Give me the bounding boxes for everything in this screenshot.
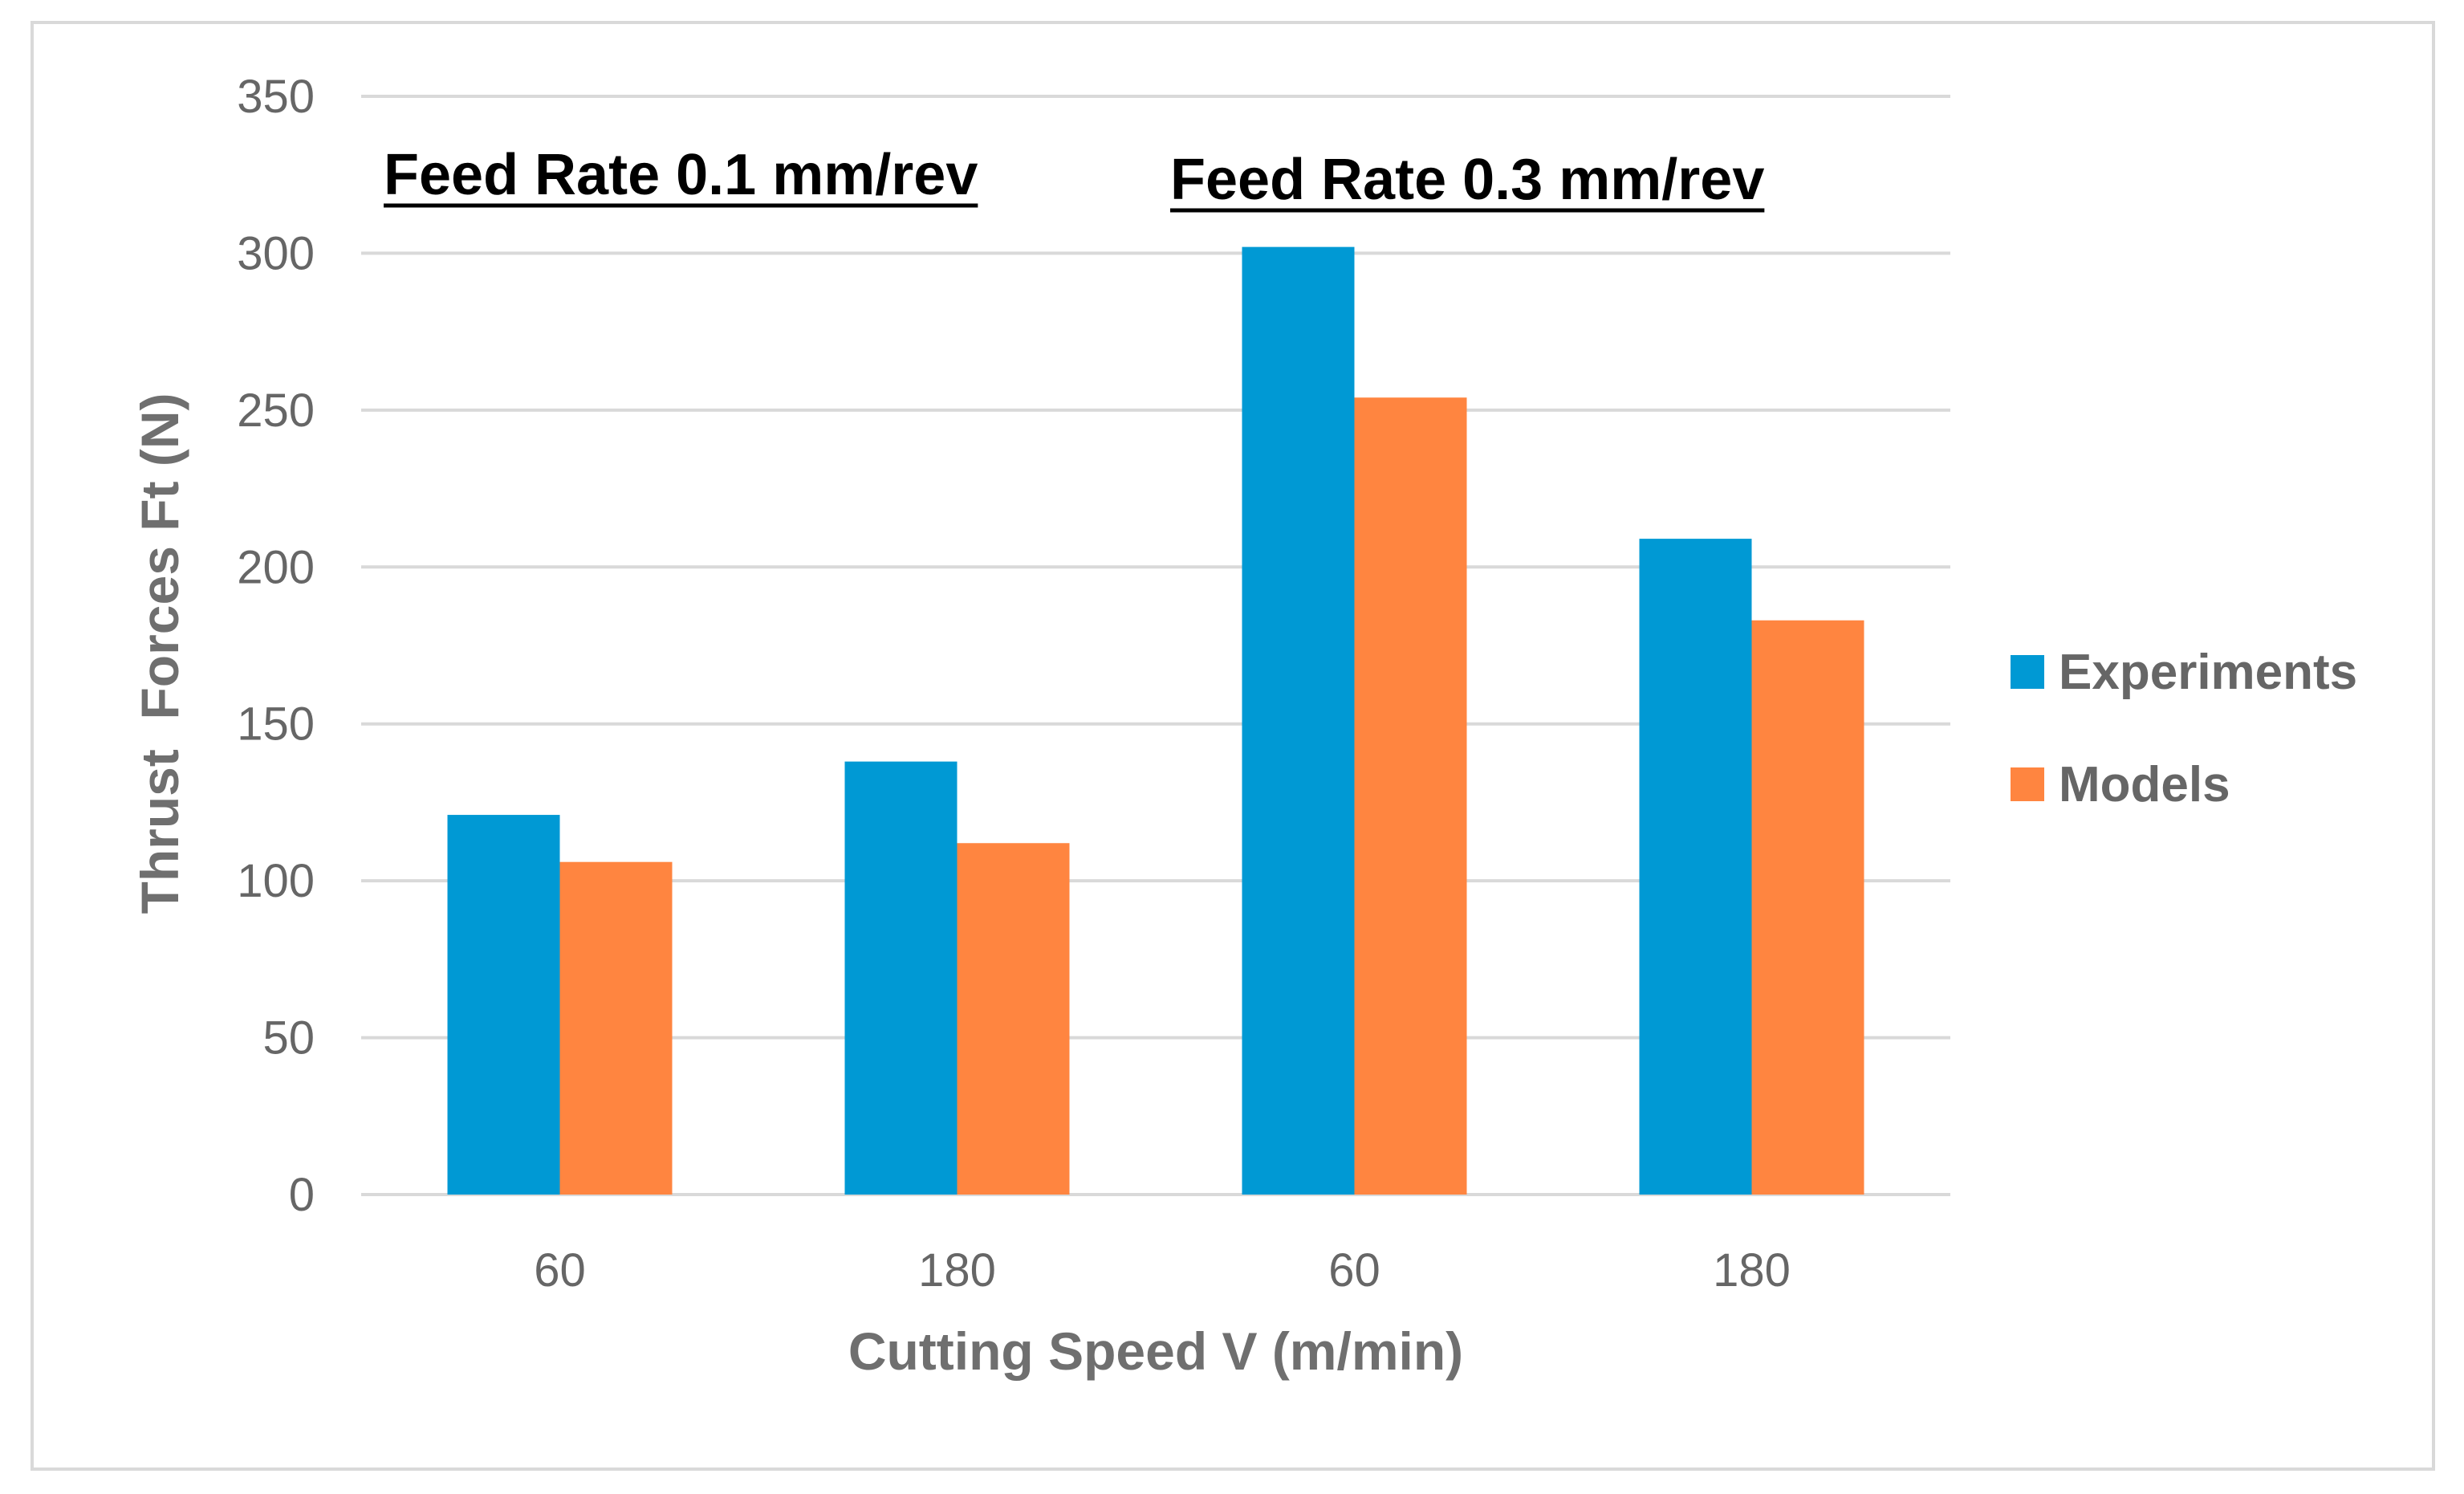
x-tick-label: 180 <box>1713 1244 1791 1297</box>
legend-label-models: Models <box>2059 757 2230 812</box>
x-tick-label: 180 <box>918 1244 996 1297</box>
y-tick-label: 100 <box>237 855 315 907</box>
chart-frame <box>30 21 2435 1471</box>
y-tick-label: 150 <box>237 698 315 751</box>
annotations: Feed Rate 0.1 mm/rev Feed Rate 0.3 mm/rev <box>384 143 1765 213</box>
y-tick-label: 300 <box>237 227 315 279</box>
feed-rate-annotation: Feed Rate 0.3 mm/rev <box>1170 148 1764 212</box>
legend: Experiments Models <box>2011 645 2357 812</box>
legend-label-experiments: Experiments <box>2059 645 2357 700</box>
y-tick-label: 0 <box>289 1169 315 1221</box>
x-tick-label: 60 <box>1328 1244 1380 1297</box>
x-tick-label: 60 <box>534 1244 586 1297</box>
feed-rate-annotation: Feed Rate 0.1 mm/rev <box>384 143 978 207</box>
legend-swatch-models <box>2011 767 2044 801</box>
bar-models-3 <box>1751 620 1864 1195</box>
y-tick-label: 250 <box>237 385 315 437</box>
bar-experiments-1 <box>844 761 958 1195</box>
bar-models-1 <box>957 843 1070 1195</box>
x-axis-title: Cutting Speed V (m/min) <box>848 1321 1463 1381</box>
bar-experiments-2 <box>1242 246 1355 1195</box>
y-tick-label: 200 <box>237 541 315 593</box>
y-tick-label: 350 <box>237 71 315 123</box>
y-axis-title: Thrust Forces Ft (N) <box>130 393 189 914</box>
y-tick-label: 50 <box>262 1012 315 1065</box>
bar-models-2 <box>1354 397 1467 1195</box>
bars <box>447 246 1864 1195</box>
axes: 0 50 100 150 200 250 300 350 60 180 60 180 Cutting S… <box>130 71 1791 1381</box>
bar-experiments-3 <box>1639 539 1752 1195</box>
legend-swatch-experiments <box>2011 655 2044 689</box>
bar-experiments-0 <box>447 815 560 1195</box>
bar-models-0 <box>559 861 673 1195</box>
